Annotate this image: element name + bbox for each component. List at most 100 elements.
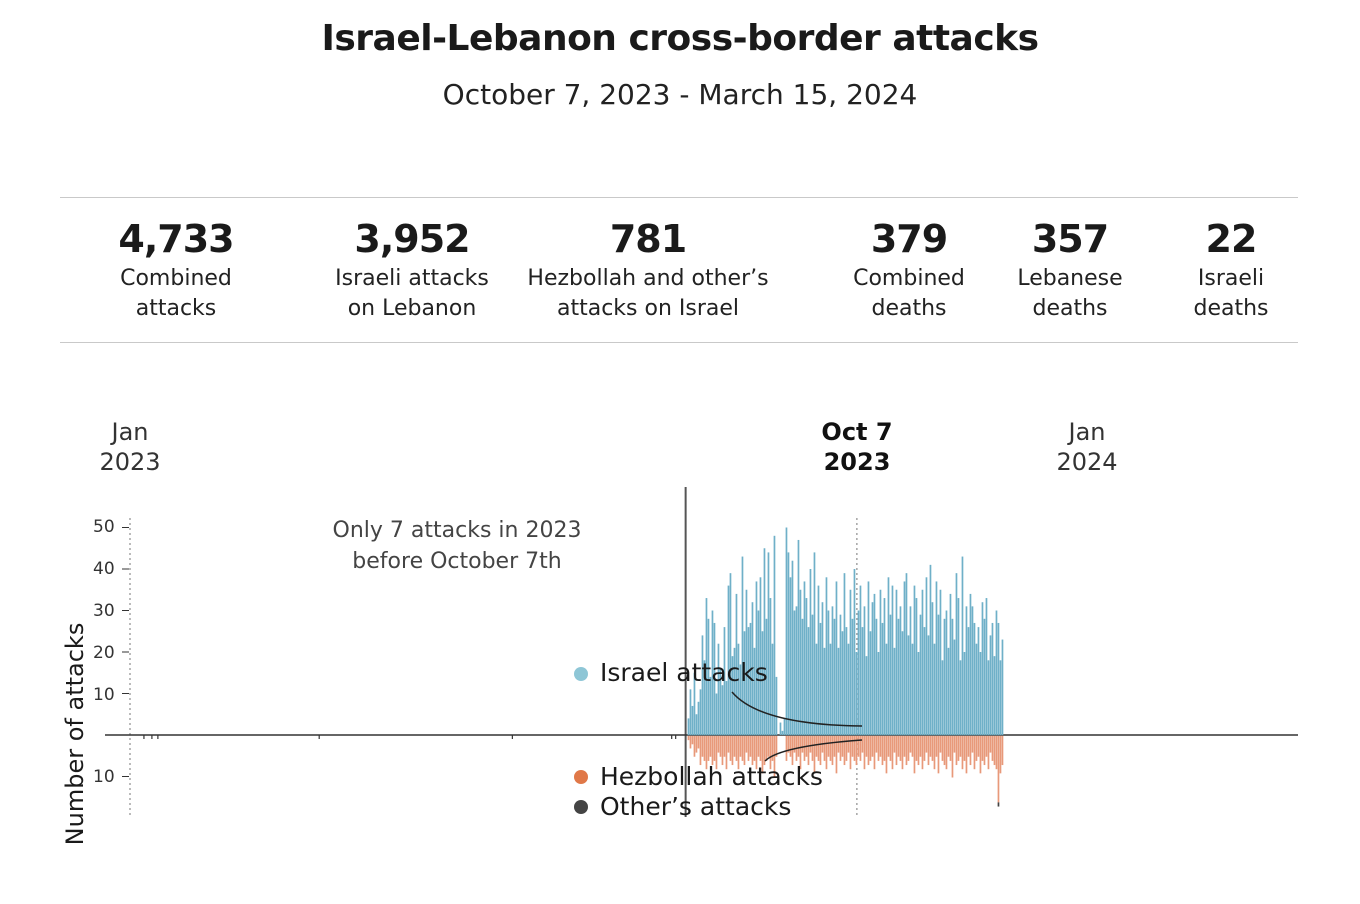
israel-attack-bar bbox=[721, 685, 724, 735]
israel-attack-bar bbox=[787, 552, 790, 735]
y-tick-label: 10 bbox=[93, 685, 115, 705]
israel-attack-bar bbox=[771, 643, 774, 735]
hezbollah-attack-bar bbox=[791, 736, 794, 766]
hezbollah-attack-bar bbox=[885, 736, 888, 774]
hezbollah-attack-bar bbox=[753, 736, 756, 761]
israel-attack-bar bbox=[985, 598, 988, 735]
israel-attack-bar bbox=[845, 627, 848, 735]
stat-label-line2: deaths bbox=[871, 296, 947, 321]
israel-attack-bar bbox=[691, 705, 694, 735]
stat-label-line2: on Lebanon bbox=[347, 296, 477, 321]
israel-attack-bar bbox=[909, 606, 912, 735]
hezbollah-attack-bar bbox=[933, 736, 936, 770]
israel-attack-bar bbox=[775, 676, 778, 735]
israel-attack-bar bbox=[997, 622, 1000, 735]
hezbollah-attack-bar bbox=[991, 736, 994, 761]
hezbollah-attack-bar bbox=[843, 736, 846, 766]
hezbollah-attack-bar bbox=[975, 736, 978, 761]
hezbollah-attack-bar bbox=[957, 736, 960, 761]
hezbollah-attack-bar bbox=[839, 736, 842, 761]
hezbollah-attack-bar bbox=[689, 736, 692, 749]
attacks-chart: 50 40 30 20 10 10 Number of attacks Jan … bbox=[61, 418, 1298, 846]
hezbollah-attack-bar bbox=[999, 736, 1002, 774]
hezbollah-attack-bar bbox=[721, 736, 724, 766]
leader-line-israel bbox=[731, 691, 863, 727]
israel-attack-bar bbox=[935, 581, 938, 735]
israel-attack-bar bbox=[965, 606, 968, 735]
hezbollah-attack-bar bbox=[993, 736, 996, 766]
israel-attack-bar bbox=[941, 660, 944, 735]
israel-attack-bar bbox=[747, 627, 750, 735]
stat-value: 4,733 bbox=[118, 217, 234, 261]
israel-attack-bar bbox=[879, 589, 882, 735]
hezbollah-attack-bar bbox=[851, 736, 854, 757]
hezbollah-attack-bar bbox=[853, 736, 856, 761]
israel-attack-bar bbox=[995, 610, 998, 735]
stat-value: 357 bbox=[1031, 217, 1109, 261]
legend-label-israel: Israel attacks bbox=[600, 658, 768, 687]
stat-label-line2: deaths bbox=[1193, 296, 1269, 321]
hezbollah-attack-bar bbox=[739, 736, 742, 757]
israel-attack-bar bbox=[733, 647, 736, 735]
stat-hezbollah-attacks: 781 Hezbollah and other’s attacks on Isr… bbox=[508, 214, 788, 324]
israel-attack-bar bbox=[873, 593, 876, 735]
israel-attack-bar bbox=[977, 627, 980, 735]
israel-attack-bar bbox=[963, 652, 966, 735]
israel-attack-bar bbox=[973, 622, 976, 735]
israel-attack-bar bbox=[781, 730, 784, 735]
israel-attack-bar bbox=[803, 581, 806, 735]
israel-attack-bar bbox=[961, 556, 964, 735]
israel-attack-bar bbox=[931, 602, 934, 735]
hezbollah-attack-bar bbox=[909, 736, 912, 753]
hezbollah-attack-bar bbox=[893, 736, 896, 753]
israel-attack-bar bbox=[869, 631, 872, 735]
hezbollah-attack-bar bbox=[743, 736, 746, 766]
israel-attack-bar bbox=[773, 535, 776, 735]
hezbollah-attack-bar bbox=[873, 736, 876, 770]
hezbollah-attack-bar bbox=[825, 736, 828, 770]
hezbollah-attack-bar bbox=[713, 736, 716, 761]
israel-attack-bar bbox=[697, 701, 700, 735]
israel-attack-bar bbox=[765, 618, 768, 735]
israel-attack-bar bbox=[877, 652, 880, 735]
israel-attack-bar bbox=[951, 618, 954, 735]
hezbollah-attack-bar bbox=[815, 736, 818, 757]
hezbollah-attack-bar bbox=[687, 736, 690, 741]
israel-attack-bar bbox=[897, 618, 900, 735]
israel-attack-bar bbox=[907, 635, 910, 735]
hezbollah-attack-bar bbox=[715, 736, 718, 770]
israel-attack-bar bbox=[759, 577, 762, 735]
stats-top-divider bbox=[60, 197, 1298, 198]
marker-label: 2023 bbox=[99, 448, 160, 476]
hezbollah-attack-bar bbox=[761, 736, 764, 774]
hezbollah-attack-bar bbox=[939, 736, 942, 753]
others-attack-bar bbox=[997, 802, 1000, 807]
hezbollah-attack-bar bbox=[929, 736, 932, 757]
hezbollah-attack-bar bbox=[953, 736, 956, 753]
hezbollah-attack-bar bbox=[789, 736, 792, 757]
hezbollah-attack-bar bbox=[883, 736, 886, 761]
hezbollah-attack-bar bbox=[841, 736, 844, 757]
hezbollah-attack-bar bbox=[941, 736, 944, 761]
israel-attack-bar bbox=[849, 589, 852, 735]
israel-attack-bar bbox=[815, 643, 818, 735]
israel-attack-bar bbox=[761, 631, 764, 735]
y-axis-label: Number of attacks bbox=[61, 623, 89, 846]
israel-attack-bar bbox=[847, 643, 850, 735]
hezbollah-attack-bar bbox=[881, 736, 884, 766]
hezbollah-attack-bar bbox=[907, 736, 910, 761]
chart-title: Israel-Lebanon cross-border attacks bbox=[321, 18, 1039, 59]
stat-value: 3,952 bbox=[354, 217, 470, 261]
hezbollah-attack-bar bbox=[727, 736, 730, 753]
stat-value: 379 bbox=[870, 217, 948, 261]
stat-combined-attacks: 4,733 Combined attacks bbox=[76, 214, 276, 324]
israel-attack-bar bbox=[703, 660, 706, 735]
israel-attack-bar bbox=[689, 689, 692, 735]
israel-attack-bar bbox=[885, 643, 888, 735]
hezbollah-attack-bar bbox=[871, 736, 874, 757]
y-tick-label: 30 bbox=[93, 601, 115, 621]
israel-attack-bar bbox=[825, 577, 828, 735]
hezbollah-attack-bar bbox=[925, 736, 928, 753]
hezbollah-attack-bar bbox=[905, 736, 908, 766]
israel-attack-bar bbox=[987, 660, 990, 735]
